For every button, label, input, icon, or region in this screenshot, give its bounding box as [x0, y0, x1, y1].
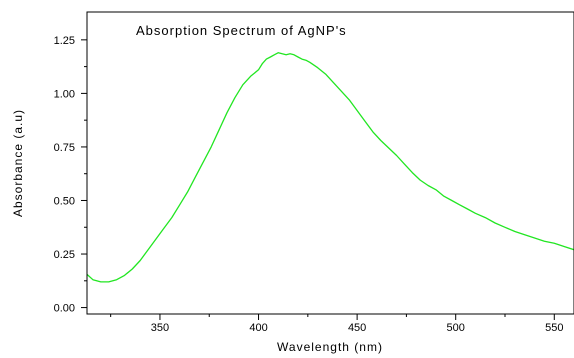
x-tick-label: 500: [447, 322, 465, 334]
y-tick-label: 0.75: [54, 142, 75, 154]
series-line-absorbance: [86, 52, 574, 283]
y-tick-label: 0.25: [54, 249, 75, 261]
y-tick-label: 0.50: [54, 195, 75, 207]
y-tick-label: 0.00: [54, 303, 75, 315]
x-tick-label: 450: [348, 322, 366, 334]
y-tick-label: 1.25: [54, 35, 75, 47]
x-tick-label: 350: [151, 322, 169, 334]
chart-title: Absorption Spectrum of AgNP's: [136, 23, 347, 38]
y-tick-label: 1.00: [54, 88, 75, 100]
x-tick-label: 400: [249, 322, 267, 334]
x-tick-label: 550: [545, 322, 563, 334]
tick-labels-layer: 350 400 450 500 550 0.00 0.25 0.50 0.75 1.00 1.25: [54, 35, 564, 334]
x-axis-title: Wavelength (nm): [277, 340, 383, 354]
y-axis-title: Absorbance (a.u): [11, 109, 25, 217]
plot-frame: [86, 11, 574, 315]
